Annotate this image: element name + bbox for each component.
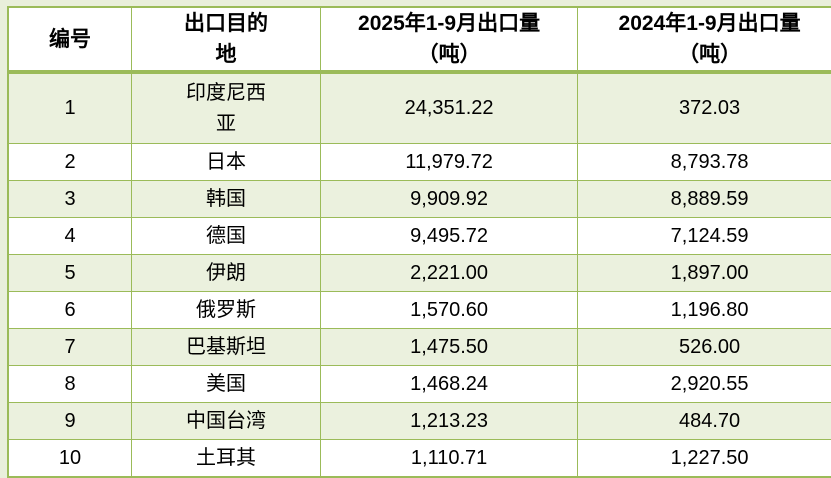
volume-2025-cell: 24,351.22 — [319, 71, 579, 144]
volume-2024-cell: 526.00 — [577, 328, 831, 366]
volume-2024-cell: 484.70 — [577, 402, 831, 440]
volume-2024-cell: 1,227.50 — [577, 439, 831, 478]
volume-2024-cell: 7,124.59 — [577, 217, 831, 255]
destination-cell: 日本 — [131, 143, 321, 181]
destination-cell: 美国 — [131, 365, 321, 403]
destination-cell: 土耳其 — [131, 439, 321, 478]
volume-2025-cell: 1,570.60 — [319, 291, 579, 329]
volume-2025-cell: 1,110.71 — [319, 439, 579, 478]
volume-2025-cell: 9,495.72 — [319, 217, 579, 255]
table-row: 10 土耳其 1,110.71 1,227.50 — [7, 439, 831, 478]
table-row: 4 德国 9,495.72 7,124.59 — [7, 217, 831, 255]
volume-2025-cell: 11,979.72 — [319, 143, 579, 181]
volume-2025-cell: 1,468.24 — [319, 365, 579, 403]
volume-2024-cell: 8,793.78 — [577, 143, 831, 181]
export-volume-table: 编号 出口目的 地 2025年1-9月出口量 （吨） 2024年1-9月出口量 … — [7, 6, 831, 478]
table-row: 5 伊朗 2,221.00 1,897.00 — [7, 254, 831, 292]
header-row: 编号 出口目的 地 2025年1-9月出口量 （吨） 2024年1-9月出口量 … — [7, 6, 831, 74]
table-body: 1 印度尼西 亚 24,351.22 372.03 2 日本 11,979.72 8,793.… — [7, 71, 831, 478]
volume-2025-cell: 9,909.92 — [319, 180, 579, 218]
volume-2024-cell: 8,889.59 — [577, 180, 831, 218]
table-row: 3 韩国 9,909.92 8,889.59 — [7, 180, 831, 218]
table-row: 8 美国 1,468.24 2,920.55 — [7, 365, 831, 403]
row-index-cell: 5 — [7, 254, 133, 292]
volume-2025-cell: 2,221.00 — [319, 254, 579, 292]
header-cell-index: 编号 — [7, 6, 133, 74]
row-index-cell: 1 — [7, 71, 133, 144]
volume-2024-cell: 372.03 — [577, 71, 831, 144]
destination-cell: 巴基斯坦 — [131, 328, 321, 366]
row-index-cell: 9 — [7, 402, 133, 440]
volume-2025-cell: 1,213.23 — [319, 402, 579, 440]
row-index-cell: 2 — [7, 143, 133, 181]
table-row: 9 中国台湾 1,213.23 484.70 — [7, 402, 831, 440]
table-header: 编号 出口目的 地 2025年1-9月出口量 （吨） 2024年1-9月出口量 … — [7, 6, 831, 74]
row-index-cell: 3 — [7, 180, 133, 218]
volume-2024-cell: 2,920.55 — [577, 365, 831, 403]
destination-cell: 印度尼西 亚 — [131, 71, 321, 144]
table-row: 6 俄罗斯 1,570.60 1,196.80 — [7, 291, 831, 329]
destination-cell: 中国台湾 — [131, 402, 321, 440]
destination-cell: 伊朗 — [131, 254, 321, 292]
row-index-cell: 8 — [7, 365, 133, 403]
row-index-cell: 6 — [7, 291, 133, 329]
destination-cell: 韩国 — [131, 180, 321, 218]
volume-2024-cell: 1,196.80 — [577, 291, 831, 329]
table-row: 2 日本 11,979.72 8,793.78 — [7, 143, 831, 181]
volume-2025-cell: 1,475.50 — [319, 328, 579, 366]
row-index-cell: 4 — [7, 217, 133, 255]
table-row: 7 巴基斯坦 1,475.50 526.00 — [7, 328, 831, 366]
header-cell-destination: 出口目的 地 — [131, 6, 321, 74]
header-cell-vol-2025: 2025年1-9月出口量 （吨） — [319, 6, 579, 74]
destination-cell: 俄罗斯 — [131, 291, 321, 329]
header-cell-vol-2024: 2024年1-9月出口量 （吨） — [577, 6, 831, 74]
destination-cell: 德国 — [131, 217, 321, 255]
volume-2024-cell: 1,897.00 — [577, 254, 831, 292]
row-index-cell: 10 — [7, 439, 133, 478]
row-index-cell: 7 — [7, 328, 133, 366]
table-row: 1 印度尼西 亚 24,351.22 372.03 — [7, 71, 831, 144]
